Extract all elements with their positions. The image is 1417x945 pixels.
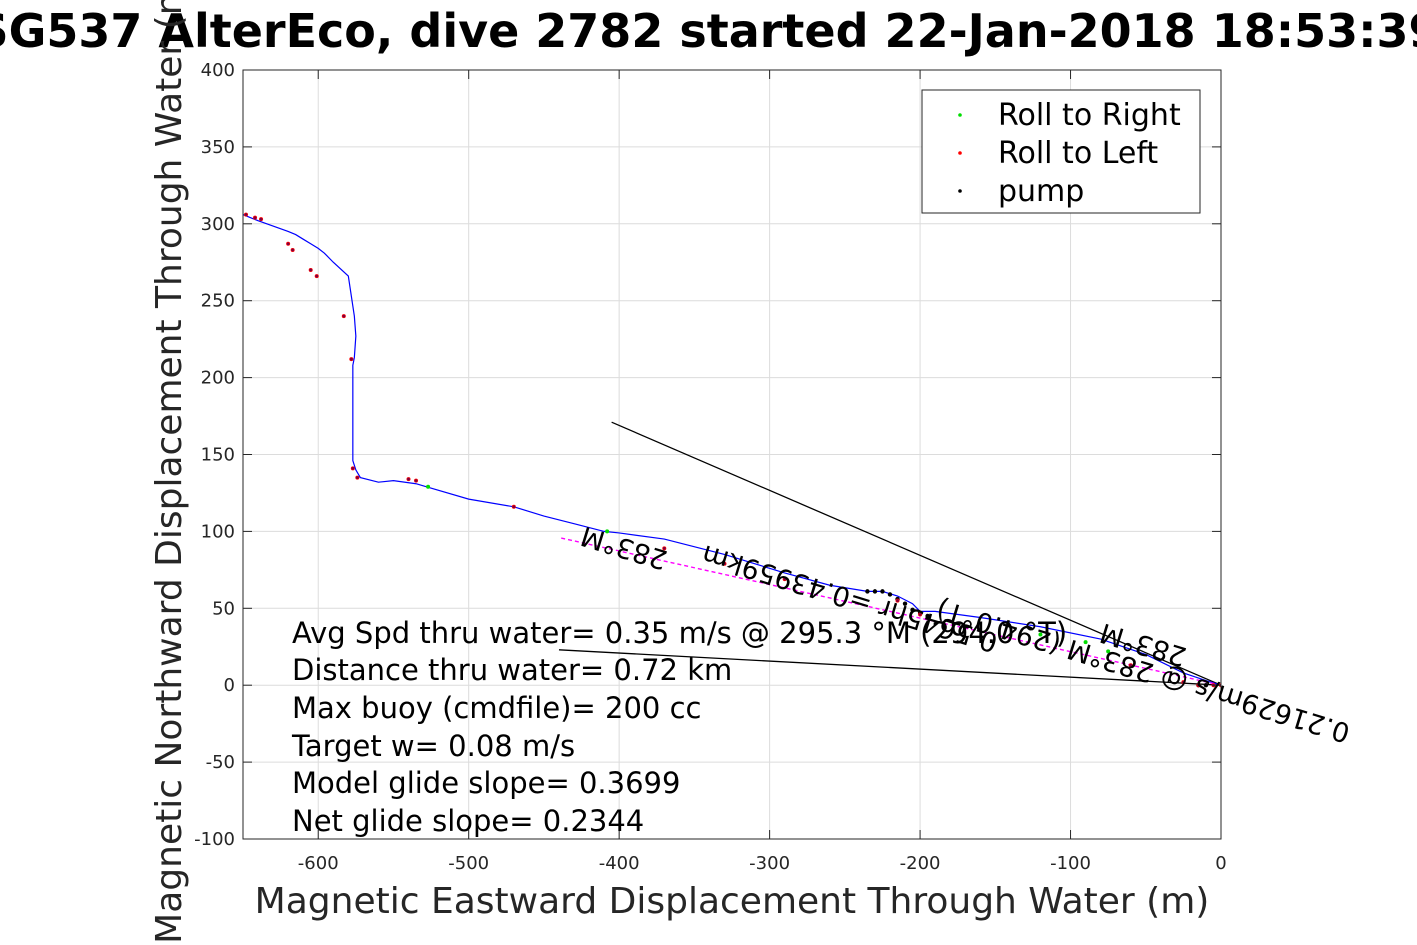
x-tick-label: -100: [1050, 853, 1091, 874]
track-vertex: [1129, 663, 1133, 667]
track-vertex: [356, 476, 359, 479]
track-vertex: [351, 467, 355, 470]
rotated-annotation: 283°M: [577, 519, 671, 574]
x-tick-label: -500: [448, 853, 489, 874]
pump-point: [1203, 683, 1209, 688]
x-tick-label: -200: [900, 853, 941, 874]
track-vertex: [896, 599, 899, 602]
y-tick-label: 400: [201, 60, 235, 81]
legend-label-roll-right: Roll to Right: [998, 98, 1181, 133]
notes-block: Avg Spd thru water= 0.35 m/s @ 295.3 °M …: [291, 616, 1067, 838]
pump-point: [872, 589, 878, 594]
y-tick-label: -100: [194, 829, 235, 850]
track-vertex: [783, 577, 786, 581]
axis-ticks: -600 -500 -400 -300 -200 -100 0-100-5005010015…: [194, 60, 1227, 874]
track-vertex: [244, 213, 248, 216]
data-lines: [243, 214, 1221, 686]
y-tick-label: 50: [212, 598, 235, 619]
roll-right-point: [1083, 640, 1088, 645]
pump-point: [865, 589, 870, 594]
track-vertex: [259, 217, 263, 221]
pump-point: [880, 589, 885, 594]
track-vertex: [512, 505, 516, 509]
plot-area: [243, 212, 1221, 688]
legend-box: [921, 89, 1201, 214]
x-tick-label: -300: [749, 853, 790, 874]
reference-line: [558, 649, 1221, 686]
reference-line: [611, 421, 1221, 686]
pump-point: [925, 613, 930, 619]
pump-point: [887, 592, 893, 597]
x-tick-label: 0: [1215, 853, 1226, 874]
pump-point: [902, 601, 908, 606]
track-vertex: [291, 248, 294, 252]
y-tick-label: 100: [201, 521, 235, 542]
heading-line: [558, 536, 1221, 686]
track-vertex: [286, 242, 290, 246]
track-vertex: [309, 268, 313, 272]
legend-marker-roll-right: [958, 113, 962, 117]
x-tick-label: -400: [599, 853, 640, 874]
y-tick-label: 250: [201, 291, 235, 312]
y-tick-label: 150: [201, 445, 235, 466]
track-vertex: [1182, 680, 1185, 684]
track-vertex: [662, 547, 666, 550]
track-vertex: [253, 216, 257, 219]
note-max-buoy: Max buoy (cmdfile)= 200 cc: [292, 691, 701, 725]
legend-label-pump: pump: [998, 174, 1084, 209]
legend-marker-pump: [958, 189, 962, 193]
note-distance: Distance thru water= 0.72 km: [292, 653, 732, 687]
pump-point: [910, 607, 915, 613]
data-points: [244, 212, 1221, 688]
track-vertex: [414, 479, 418, 482]
legend: Roll to Right Roll to Left pump: [921, 89, 1201, 214]
y-tick-label: 300: [201, 214, 235, 235]
y-tick-label: 0: [224, 675, 235, 696]
track-vertex: [342, 314, 346, 318]
x-tick-label: -600: [298, 853, 339, 874]
y-tick-label: -50: [206, 752, 235, 773]
track-line: [243, 214, 1221, 686]
legend-marker-roll-left: [958, 151, 962, 155]
note-avg-speed: Avg Spd thru water= 0.35 m/s @ 295.3 °M …: [292, 616, 1067, 650]
track-vertex: [350, 357, 353, 361]
roll-right-point: [1038, 632, 1043, 637]
track-vertex: [723, 562, 726, 565]
note-target-w: Target w= 0.08 m/s: [291, 729, 575, 763]
note-net-glide-slope: Net glide slope= 0.2344: [292, 804, 644, 838]
note-model-glide-slope: Model glide slope= 0.3699: [292, 766, 680, 800]
track-vertex: [1197, 683, 1200, 687]
track-vertex: [315, 274, 319, 278]
legend-label-roll-left: Roll to Left: [998, 136, 1158, 171]
roll-right-point: [605, 529, 610, 534]
track-vertex: [407, 477, 410, 481]
y-tick-label: 200: [201, 368, 235, 389]
track-vertex: [918, 613, 922, 616]
chart-title: SG537 AlterEco, dive 2782 started 22-Jan…: [0, 4, 1417, 58]
y-axis-label: Magnetic Northward Displacement Through …: [149, 0, 190, 944]
roll-right-point: [1106, 649, 1111, 654]
y-tick-label: 350: [201, 137, 235, 158]
roll-right-point: [426, 484, 431, 489]
x-axis-label: Magnetic Eastward Displacement Through W…: [255, 881, 1210, 922]
